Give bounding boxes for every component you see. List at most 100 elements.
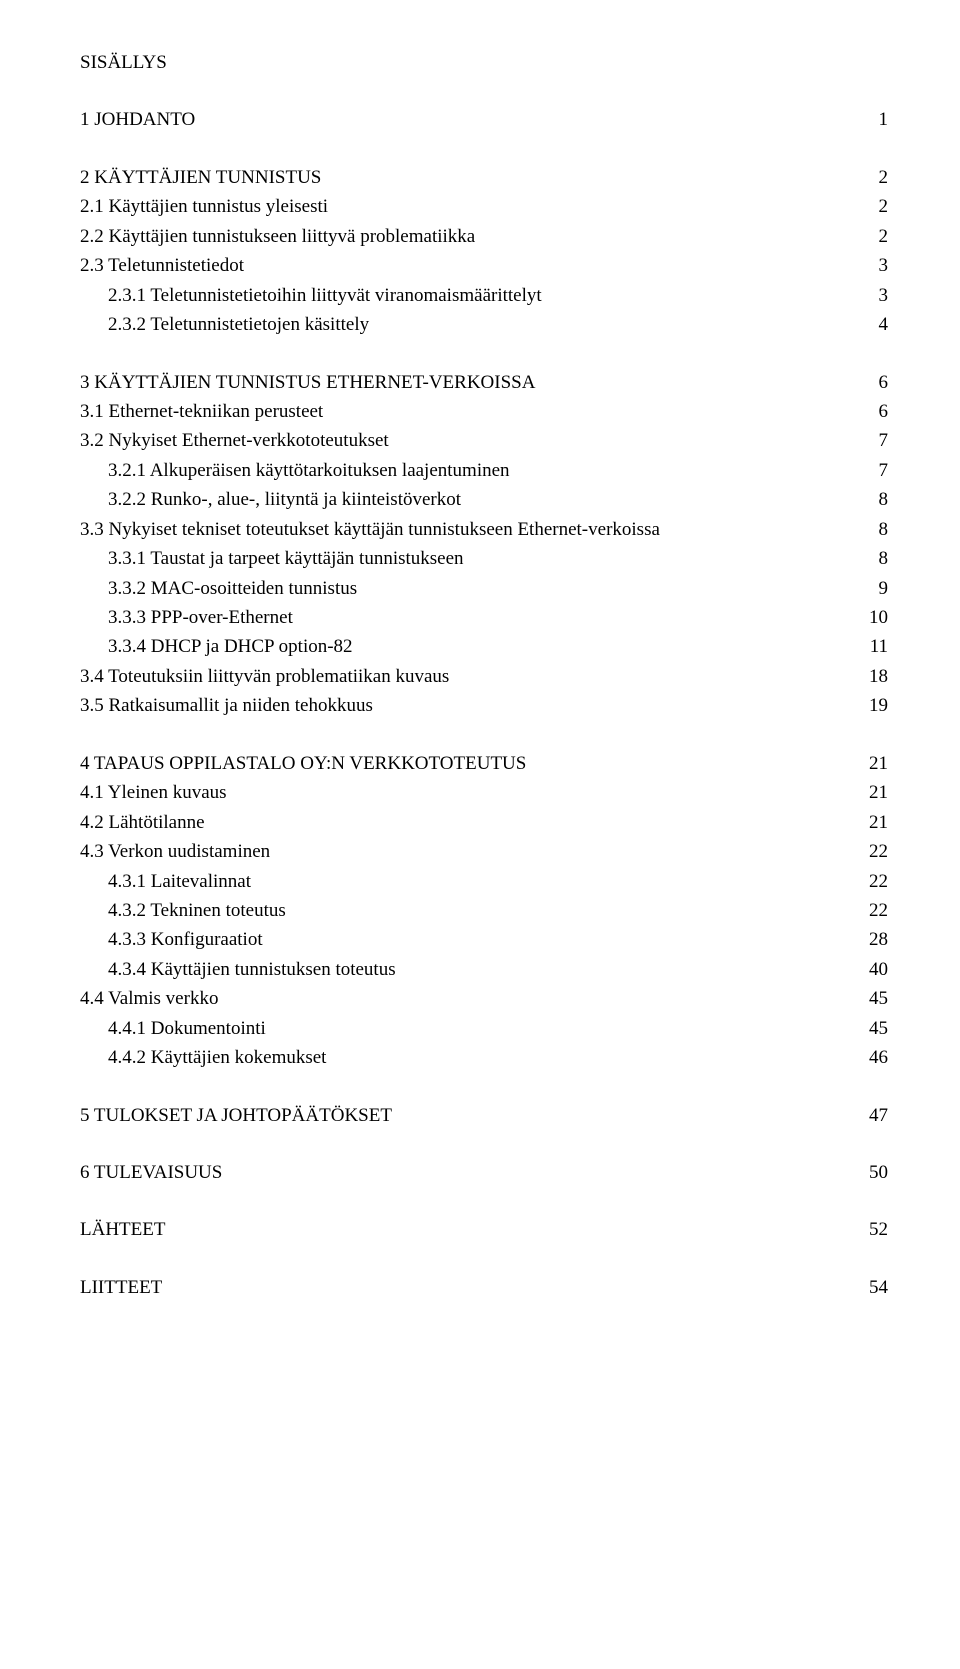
toc-row-label: 2 KÄYTTÄJIEN TUNNISTUS	[80, 163, 848, 192]
toc-row: 1 JOHDANTO1	[80, 105, 888, 134]
toc-row-label: 4.1 Yleinen kuvaus	[80, 778, 848, 807]
toc-row: 5 TULOKSET JA JOHTOPÄÄTÖKSET47	[80, 1101, 888, 1130]
toc-row-page: 18	[848, 662, 888, 691]
toc-row: 2.3.1 Teletunnistetietoihin liittyvät vi…	[80, 281, 888, 310]
toc-row-page: 8	[848, 515, 888, 544]
toc-row-page: 22	[848, 867, 888, 896]
toc-row: 3.3.3 PPP-over-Ethernet10	[80, 603, 888, 632]
toc-row-page: 54	[848, 1273, 888, 1302]
toc-row: 4 TAPAUS OPPILASTALO OY:N VERKKOTOTEUTUS…	[80, 749, 888, 778]
toc-row: 2.3.2 Teletunnistetietojen käsittely4	[80, 310, 888, 339]
toc-row: 6 TULEVAISUUS50	[80, 1158, 888, 1187]
toc-row-page: 21	[848, 749, 888, 778]
toc-row-page: 4	[848, 310, 888, 339]
toc-row-label: 2.1 Käyttäjien tunnistus yleisesti	[80, 192, 848, 221]
toc-row-label: 4.4 Valmis verkko	[80, 984, 848, 1013]
toc-row-label: 3.2.1 Alkuperäisen käyttötarkoituksen la…	[80, 456, 848, 485]
toc-row: 3.3.2 MAC-osoitteiden tunnistus9	[80, 574, 888, 603]
toc-row-label: 4.4.1 Dokumentointi	[80, 1014, 848, 1043]
toc-row-page: 40	[848, 955, 888, 984]
toc-row-page: 2	[848, 192, 888, 221]
toc-row-page: 8	[848, 544, 888, 573]
toc-section: 2 KÄYTTÄJIEN TUNNISTUS22.1 Käyttäjien tu…	[80, 163, 888, 340]
toc-row-page: 7	[848, 426, 888, 455]
toc-section: LÄHTEET52	[80, 1215, 888, 1244]
toc-row: 4.3.1 Laitevalinnat22	[80, 867, 888, 896]
toc-row-label: 2.3 Teletunnistetiedot	[80, 251, 848, 280]
toc-row: 3 KÄYTTÄJIEN TUNNISTUS ETHERNET-VERKOISS…	[80, 368, 888, 397]
toc-row-page: 50	[848, 1158, 888, 1187]
toc-row-page: 21	[848, 808, 888, 837]
toc-row: 3.3.1 Taustat ja tarpeet käyttäjän tunni…	[80, 544, 888, 573]
toc-row-label: 3.3.2 MAC-osoitteiden tunnistus	[80, 574, 848, 603]
toc-row-label: 4 TAPAUS OPPILASTALO OY:N VERKKOTOTEUTUS	[80, 749, 848, 778]
toc-row-page: 45	[848, 984, 888, 1013]
toc-row: LIITTEET54	[80, 1273, 888, 1302]
toc-row: LÄHTEET52	[80, 1215, 888, 1244]
toc-row: 4.3 Verkon uudistaminen22	[80, 837, 888, 866]
toc-row-label: 3.5 Ratkaisumallit ja niiden tehokkuus	[80, 691, 848, 720]
toc-section: 5 TULOKSET JA JOHTOPÄÄTÖKSET47	[80, 1101, 888, 1130]
toc-row: 4.3.4 Käyttäjien tunnistuksen toteutus40	[80, 955, 888, 984]
toc-row-label: 4.3.1 Laitevalinnat	[80, 867, 848, 896]
toc-row-label: 3.3 Nykyiset tekniset toteutukset käyttä…	[80, 515, 848, 544]
toc-title: SISÄLLYS	[80, 48, 888, 77]
toc-row-label: 4.2 Lähtötilanne	[80, 808, 848, 837]
toc-row-label: LÄHTEET	[80, 1215, 848, 1244]
toc-row-label: 3.3.3 PPP-over-Ethernet	[80, 603, 848, 632]
toc-row-page: 22	[848, 837, 888, 866]
toc-row: 3.3 Nykyiset tekniset toteutukset käyttä…	[80, 515, 888, 544]
toc-row-page: 9	[848, 574, 888, 603]
toc-row-label: 3.4 Toteutuksiin liittyvän problematiika…	[80, 662, 848, 691]
toc-row: 4.2 Lähtötilanne21	[80, 808, 888, 837]
toc-section: 6 TULEVAISUUS50	[80, 1158, 888, 1187]
toc-row-label: 4.4.2 Käyttäjien kokemukset	[80, 1043, 848, 1072]
toc-row: 4.4.1 Dokumentointi45	[80, 1014, 888, 1043]
toc-row-label: 2.2 Käyttäjien tunnistukseen liittyvä pr…	[80, 222, 848, 251]
toc-row: 2.3 Teletunnistetiedot3	[80, 251, 888, 280]
toc-row: 2 KÄYTTÄJIEN TUNNISTUS2	[80, 163, 888, 192]
toc-section: 3 KÄYTTÄJIEN TUNNISTUS ETHERNET-VERKOISS…	[80, 368, 888, 721]
toc-row-label: LIITTEET	[80, 1273, 848, 1302]
toc-row-page: 8	[848, 485, 888, 514]
toc-row-page: 6	[848, 368, 888, 397]
toc-row-label: 3.3.1 Taustat ja tarpeet käyttäjän tunni…	[80, 544, 848, 573]
toc-row-page: 28	[848, 925, 888, 954]
toc-row-page: 6	[848, 397, 888, 426]
toc-row-label: 4.3.3 Konfiguraatiot	[80, 925, 848, 954]
toc-row-page: 2	[848, 222, 888, 251]
toc-row: 2.2 Käyttäjien tunnistukseen liittyvä pr…	[80, 222, 888, 251]
toc-row-label: 6 TULEVAISUUS	[80, 1158, 848, 1187]
toc-row-label: 5 TULOKSET JA JOHTOPÄÄTÖKSET	[80, 1101, 848, 1130]
toc-row-page: 1	[848, 105, 888, 134]
toc-row: 4.3.2 Tekninen toteutus22	[80, 896, 888, 925]
toc-row: 3.2.2 Runko-, alue-, liityntä ja kiintei…	[80, 485, 888, 514]
toc-row-label: 4.3.4 Käyttäjien tunnistuksen toteutus	[80, 955, 848, 984]
toc-section: 1 JOHDANTO1	[80, 105, 888, 134]
toc-container: 1 JOHDANTO12 KÄYTTÄJIEN TUNNISTUS22.1 Kä…	[80, 105, 888, 1302]
toc-row-label: 3.3.4 DHCP ja DHCP option-82	[80, 632, 848, 661]
toc-row-label: 4.3 Verkon uudistaminen	[80, 837, 848, 866]
toc-row: 4.3.3 Konfiguraatiot28	[80, 925, 888, 954]
toc-row-page: 11	[848, 632, 888, 661]
toc-row-page: 3	[848, 281, 888, 310]
toc-section: 4 TAPAUS OPPILASTALO OY:N VERKKOTOTEUTUS…	[80, 749, 888, 1073]
toc-row-label: 4.3.2 Tekninen toteutus	[80, 896, 848, 925]
toc-row-page: 46	[848, 1043, 888, 1072]
toc-row-page: 52	[848, 1215, 888, 1244]
toc-row: 4.4 Valmis verkko45	[80, 984, 888, 1013]
toc-row: 3.4 Toteutuksiin liittyvän problematiika…	[80, 662, 888, 691]
toc-row-page: 21	[848, 778, 888, 807]
toc-section: LIITTEET54	[80, 1273, 888, 1302]
toc-row-label: 3.2.2 Runko-, alue-, liityntä ja kiintei…	[80, 485, 848, 514]
toc-row-label: 3.1 Ethernet-tekniikan perusteet	[80, 397, 848, 426]
toc-row-page: 45	[848, 1014, 888, 1043]
toc-row: 4.4.2 Käyttäjien kokemukset46	[80, 1043, 888, 1072]
toc-row-label: 3 KÄYTTÄJIEN TUNNISTUS ETHERNET-VERKOISS…	[80, 368, 848, 397]
toc-row-label: 2.3.2 Teletunnistetietojen käsittely	[80, 310, 848, 339]
toc-row-page: 2	[848, 163, 888, 192]
toc-row: 2.1 Käyttäjien tunnistus yleisesti2	[80, 192, 888, 221]
toc-row: 3.3.4 DHCP ja DHCP option-8211	[80, 632, 888, 661]
toc-row: 3.5 Ratkaisumallit ja niiden tehokkuus19	[80, 691, 888, 720]
toc-row-page: 22	[848, 896, 888, 925]
